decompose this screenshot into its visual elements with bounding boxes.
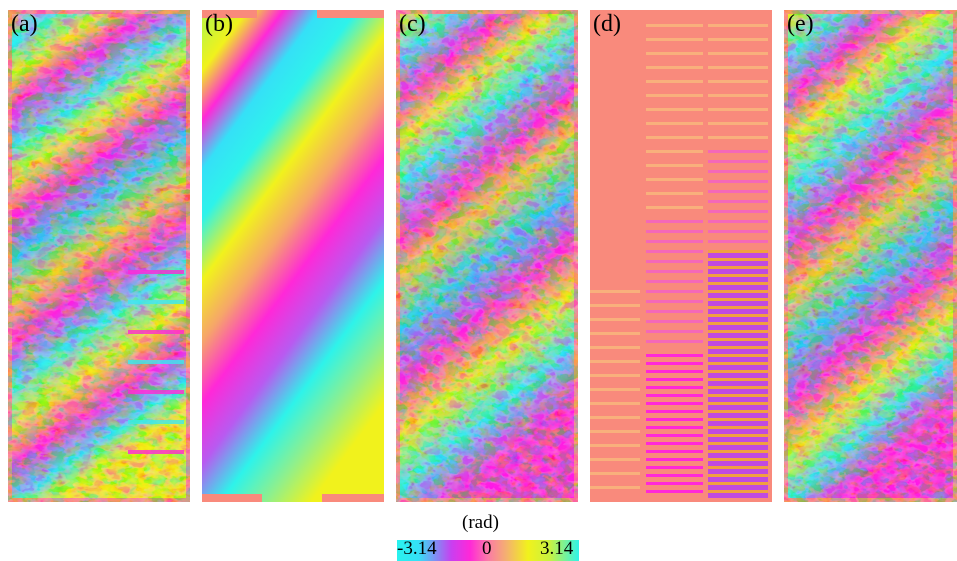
panel-a: (a) [8, 10, 190, 502]
panel-c-image [400, 14, 574, 498]
panel-d-image [590, 10, 772, 502]
panel-e-label: (e) [787, 11, 814, 37]
colorbar-min-label: -3.14 [397, 538, 437, 559]
panel-b-label: (b) [205, 11, 233, 37]
panel-b: (b) [202, 10, 384, 502]
panel-d: (d) [590, 10, 772, 502]
panel-c: (c) [396, 10, 578, 502]
panel-a-image [12, 14, 186, 498]
panel-e: (e) [784, 10, 957, 502]
colorbar [397, 540, 579, 561]
colorbar-unit-label: (rad) [462, 512, 499, 533]
panel-e-image [788, 14, 953, 498]
panel-b-image [202, 10, 384, 502]
colorbar-max-label: 3.14 [540, 538, 574, 559]
panel-d-label: (d) [593, 11, 621, 37]
panel-c-label: (c) [399, 11, 426, 37]
panel-a-label: (a) [11, 11, 38, 37]
colorbar-mid-label: 0 [482, 538, 492, 559]
